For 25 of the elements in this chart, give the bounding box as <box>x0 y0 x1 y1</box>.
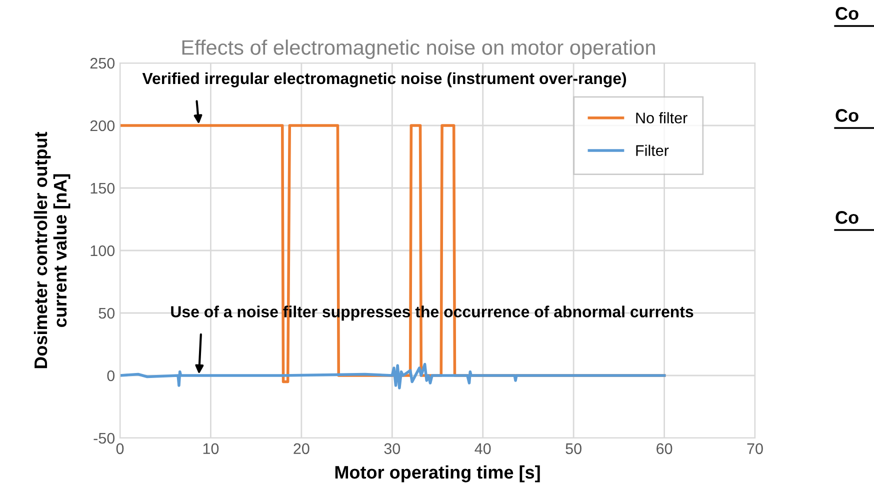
y-tick-label: 100 <box>90 245 115 256</box>
y-tick-label: 0 <box>107 370 115 382</box>
y-tick-label: 50 <box>98 308 115 319</box>
annotation: Verified irregular electromagnetic noise (instrument over-range) <box>142 72 626 88</box>
x-axis-title: Motor operating time [s] <box>335 465 540 482</box>
text: Co <box>836 211 858 224</box>
legend-label: No filter <box>636 112 688 124</box>
y-tick-label: -50 <box>94 432 115 444</box>
line-series <box>120 362 666 390</box>
x-tick-label: 0 <box>116 443 124 454</box>
x-tick-label: 30 <box>384 443 400 454</box>
chart-title: Effects of electromagnetic noise on motor operation <box>182 40 655 59</box>
x-tick-label: 20 <box>294 443 310 454</box>
y-axis-title: Dosimeter controller output current value [nA] <box>34 132 70 368</box>
y-tick-label: 250 <box>90 58 115 69</box>
legend-label: Filter <box>636 144 669 156</box>
text: Co <box>836 7 858 20</box>
text: Co <box>836 109 858 122</box>
x-tick-label: 60 <box>656 443 672 454</box>
y-tick-label: 200 <box>90 120 115 132</box>
x-tick-label: 40 <box>474 443 491 454</box>
y-tick-label: 150 <box>90 182 115 194</box>
x-tick-label: 10 <box>203 443 219 454</box>
x-tick-label: 70 <box>747 443 763 454</box>
x-tick-label: 50 <box>566 443 582 454</box>
